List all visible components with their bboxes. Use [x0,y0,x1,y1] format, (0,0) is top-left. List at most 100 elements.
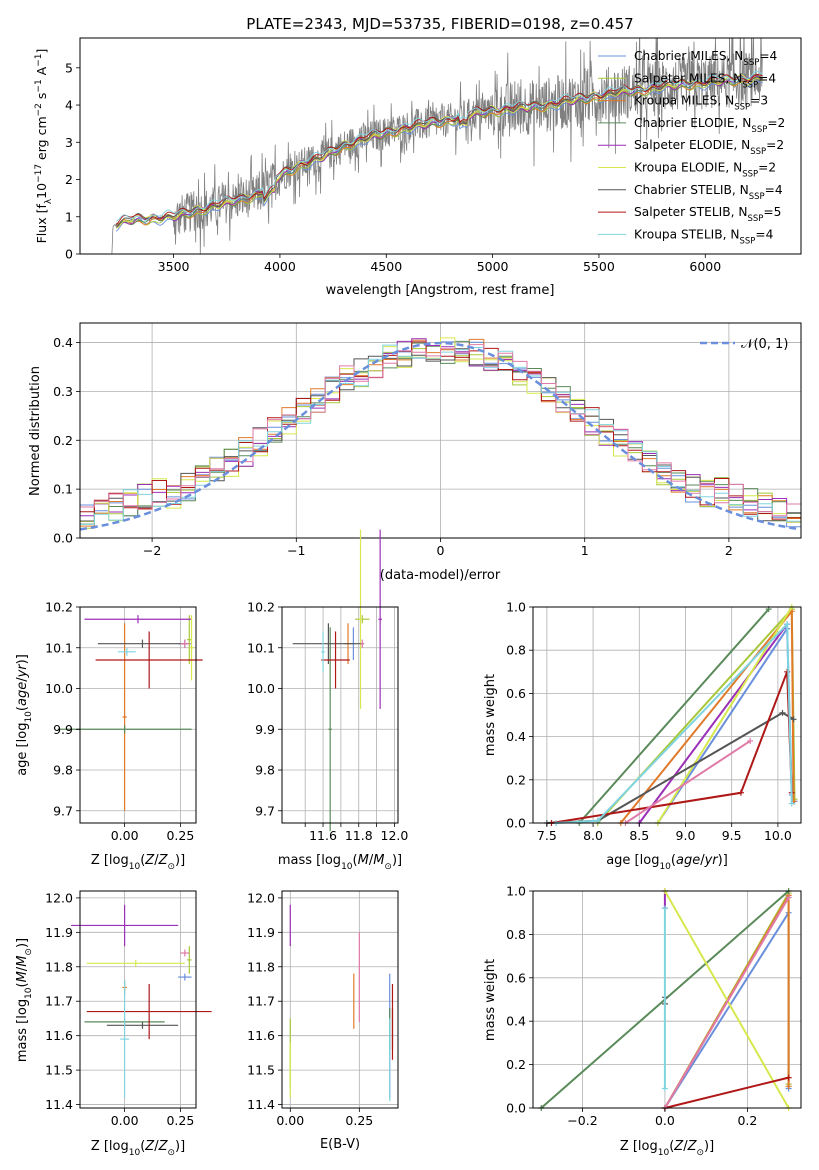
x-tick-label: 5000 [477,259,509,274]
weight-point-marker [785,1083,792,1090]
y-tick-label: 9.9 [53,722,73,737]
gaussian-legend-label: 𝒩(0, 1) [741,337,788,352]
age-vs-mass-xlabel: mass [log10(M/M⊙)] [278,853,402,872]
weight-vs-age-frame [532,606,802,824]
legend-label: Salpeter STELIB, NSSP=5 [634,205,781,224]
residuals-xlabel: (data-model)/error [380,568,501,583]
x-tick-label: −1 [287,543,305,558]
y-tick-label: 0.1 [53,482,73,497]
legend-label: Kroupa MILES, NSSP=3 [634,94,768,113]
weight-line [638,623,788,824]
spectrum-clip-group [111,38,763,254]
x-tick-label: 1 [581,543,589,558]
weight-point-marker [661,1085,668,1092]
x-tick-label: 7.5 [537,828,557,843]
x-tick-label: −2 [143,543,161,558]
age-vs-Z-panel: 0.00 0.25 9.7 9.8 9.9 10.0 10.1 10.2 Z [log10(Z… [15,600,203,872]
mass-vs-ebv-ticks: 0.00 0.25 11.4 11.5 11.6 11.7 11.8 11.9 12.0 [247,890,373,1128]
y-tick-label: 11.5 [45,1063,73,1078]
x-tick-label: 0.00 [111,1113,139,1128]
weight-point-marker [785,1074,792,1081]
x-tick-label: 0.25 [166,828,194,843]
x-tick-label: 4500 [370,259,402,274]
y-tick-label: 10.1 [45,640,73,655]
y-tick-label: 0 [65,247,73,262]
y-tick-label: 11.5 [247,1063,275,1078]
x-tick-label: 0 [437,543,445,558]
residuals-panel: −2 −1 0 1 2 0.0 0.1 0.2 0.3 0.4 𝒩(0, 1) (data-mod… [28,322,802,583]
legend-label: Salpeter ELODIE, NSSP=2 [634,138,784,157]
mass-vs-ebv-frame [281,890,399,1109]
weight-vs-Z-ylabel: mass weight [483,959,498,1041]
weight-vs-Z-frame [532,890,802,1109]
x-tick-label: 0.00 [111,828,139,843]
x-tick-label: 9.5 [722,828,742,843]
age-vs-Z-ticks: 0.00 0.25 9.7 9.8 9.9 10.0 10.1 10.2 [45,600,194,844]
y-tick-label: 11.4 [247,1097,275,1112]
spectrum-xlabel: wavelength [Angstrom, rest frame] [326,283,555,298]
x-tick-label: 12.0 [381,828,409,843]
age-vs-mass-grid [282,606,398,823]
histogram-step [80,344,801,517]
weight-point-marker [779,709,786,716]
weight-vs-age-xlabel: age [log10(age/yr)] [606,853,728,872]
y-tick-label: 5 [65,60,73,75]
y-tick-label: 11.7 [45,994,73,1009]
weight-vs-age-ticks: 7.5 8.0 8.5 9.0 9.5 10.0 0.0 0.2 0.4 0.6 0.8 1.0 [506,600,792,844]
y-tick-label: 0.6 [506,970,526,985]
x-tick-label: 9.0 [676,828,696,843]
mass-vs-Z-ylabel: mass [log10(M/M⊙)] [15,938,34,1062]
x-tick-label: 2 [725,543,733,558]
y-tick-label: 11.9 [45,925,73,940]
weight-line [664,1076,789,1109]
x-tick-label: −0.2 [567,1113,597,1128]
spectrum-lines [111,38,763,254]
y-tick-label: 0.4 [506,1014,526,1029]
y-tick-label: 0.8 [506,927,526,942]
y-tick-label: 0.3 [53,384,73,399]
spectrum-axes-frame [79,37,802,255]
model-fit-line [115,74,763,228]
mass-vs-Z-frame [79,890,197,1109]
y-tick-label: 0.0 [506,816,526,831]
weight-point-marker [747,737,754,744]
y-tick-label: 1.0 [506,600,526,615]
figure-title: PLATE=2343, MJD=53735, FIBERID=0198, z=0… [246,15,633,33]
spectrum-ticks: 3500 4000 4500 5000 5500 6000 0 1 2 3 4 5 [65,60,721,274]
weight-vs-Z-lines [538,888,792,1111]
y-tick-label: 0.2 [506,772,526,787]
y-tick-label: 11.6 [247,1028,275,1043]
weight-point-marker [661,905,668,912]
weight-vs-age-ylabel: mass weight [483,674,498,756]
x-tick-label: 8.0 [583,828,603,843]
weight-line [664,890,790,1109]
legend-label: Chabrier ELODIE, NSSP=2 [634,116,785,135]
age-vs-mass-ticks: 11.6 11.8 12.0 9.7 9.8 9.9 10.0 10.1 10.2 [247,600,408,844]
age-vs-Z-ylabel: age [log10(age/yr)] [15,654,34,776]
y-tick-label: 1.0 [506,884,526,899]
weight-point-marker [784,621,791,628]
x-tick-label: 11.6 [309,828,337,843]
weight-line [556,621,793,824]
legend-label: Kroupa ELODIE, NSSP=2 [634,161,776,180]
age-vs-mass-frame [281,606,399,824]
y-tick-label: 0.6 [506,686,526,701]
y-tick-label: 10.2 [45,600,73,615]
legend-label: Salpeter MILES, NSSP=4 [634,71,776,90]
y-tick-label: 11.7 [247,994,275,1009]
x-tick-label: 11.8 [345,828,373,843]
model-fit-line [115,70,763,222]
legend-label: Chabrier STELIB, NSSP=4 [634,183,783,202]
x-tick-label: 0.00 [276,1113,304,1128]
y-tick-label: 12.0 [45,890,73,905]
weight-vs-Z-xlabel: Z [log10(Z/Z⊙)] [620,1139,714,1158]
weight-point-marker [788,800,795,807]
y-tick-label: 10.2 [247,600,275,615]
model-fit-line [115,75,763,226]
age-vs-mass-errorbars [292,529,382,832]
x-tick-label: 5500 [583,259,615,274]
x-tick-label: 0.25 [166,1113,194,1128]
age-vs-mass-panel: 11.6 11.8 12.0 9.7 9.8 9.9 10.0 10.1 10.2 mass [… [247,529,408,872]
weight-vs-Z-ticks: −0.2 0.0 0.2 0.0 0.2 0.4 0.6 0.8 1.0 [506,884,757,1129]
age-vs-Z-xlabel: Z [log10(Z/Z⊙)] [91,853,185,872]
